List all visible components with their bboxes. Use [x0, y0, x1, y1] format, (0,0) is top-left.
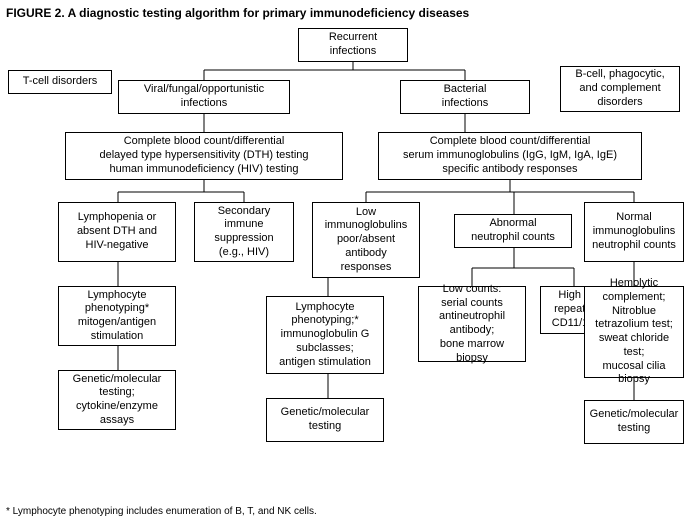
node-pheno: Lymphocyte phenotyping* mitogen/antigen …	[58, 286, 176, 346]
node-cbcL: Complete blood count/differential delaye…	[65, 132, 343, 180]
node-root: Recurrent infections	[298, 28, 408, 62]
node-hemol: Hemolytic complement; Nitroblue tetrazol…	[584, 286, 684, 378]
node-bact: Bacterial infections	[400, 80, 530, 114]
node-genM: Genetic/molecular testing	[266, 398, 384, 442]
node-abneu: Abnormal neutrophil counts	[454, 214, 572, 248]
flowchart-canvas: FIGURE 2. A diagnostic testing algorithm…	[0, 0, 688, 524]
node-second: Secondary immune suppression (e.g., HIV)	[194, 202, 294, 262]
node-lowcnt: Low counts: serial counts antineutrophil…	[418, 286, 526, 362]
node-igsub: Lymphocyte phenotyping;* immunoglobulin …	[266, 296, 384, 374]
node-bcell: B-cell, phagocytic, and complement disor…	[560, 66, 680, 112]
figure-footnote: * Lymphocyte phenotyping includes enumer…	[6, 506, 317, 517]
node-tcell: T-cell disorders	[8, 70, 112, 94]
figure-title: FIGURE 2. A diagnostic testing algorithm…	[6, 6, 469, 20]
node-genR: Genetic/molecular testing	[584, 400, 684, 444]
node-viral: Viral/fungal/opportunistic infections	[118, 80, 290, 114]
node-lymphop: Lymphopenia or absent DTH and HIV-negati…	[58, 202, 176, 262]
node-normig: Normal immunoglobulins neutrophil counts	[584, 202, 684, 262]
node-genL: Genetic/molecular testing; cytokine/enzy…	[58, 370, 176, 430]
node-cbcR: Complete blood count/differential serum …	[378, 132, 642, 180]
node-lowig: Low immunoglobulins poor/absent antibody…	[312, 202, 420, 278]
